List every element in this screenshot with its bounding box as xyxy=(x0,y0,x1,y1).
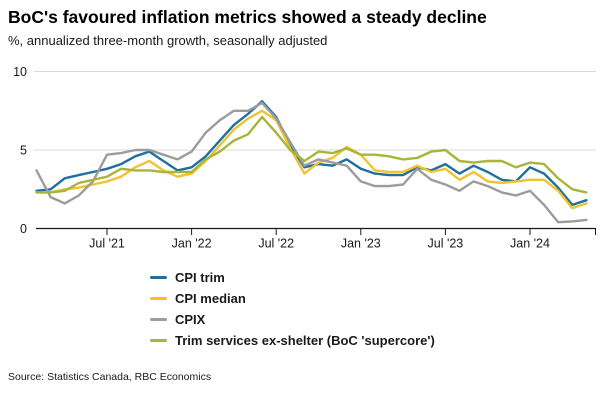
y-axis-labels: 0 5 10 xyxy=(13,65,27,236)
y-tick-label: 5 xyxy=(20,144,27,158)
legend-item-cpi-trim: CPI trim xyxy=(150,267,435,288)
legend-item-cpix: CPIX xyxy=(150,309,435,330)
legend-label-supercore: Trim services ex-shelter (BoC 'supercore… xyxy=(175,333,435,348)
y-tick-label: 10 xyxy=(13,65,27,79)
inflation-line-chart: Jul '21 Jan '22 Jul '22 Jan '23 Jul '23 Jan '… xyxy=(13,65,596,251)
series-line-cpi-trim xyxy=(35,100,588,207)
series-lines xyxy=(35,100,588,224)
chart-legend: CPI trim CPI median CPIX Trim services e… xyxy=(150,267,435,351)
gridlines xyxy=(34,71,596,151)
legend-label-cpi-median: CPI median xyxy=(175,291,246,306)
series-line-cpi-median xyxy=(35,109,588,210)
chart-subtitle: %, annualized three-month growth, season… xyxy=(8,33,328,48)
chart-title: BoC's favoured inflation metrics showed … xyxy=(8,7,487,27)
x-tick-label: Jan '23 xyxy=(341,237,381,251)
legend-item-supercore: Trim services ex-shelter (BoC 'supercore… xyxy=(150,330,435,351)
legend-swatch-cpix xyxy=(150,318,167,321)
x-tick-label: Jul '23 xyxy=(428,237,464,251)
source-note: Source: Statistics Canada, RBC Economics xyxy=(8,371,212,383)
series-line-trim-services-ex-shelter-boc-supercore xyxy=(35,115,588,194)
y-tick-label: 0 xyxy=(20,222,27,236)
legend-item-cpi-median: CPI median xyxy=(150,288,435,309)
legend-label-cpix: CPIX xyxy=(175,312,206,327)
x-axis: Jul '21 Jan '22 Jul '22 Jan '23 Jul '23 Jan '… xyxy=(36,227,596,251)
x-tick-label: Jan '24 xyxy=(510,237,550,251)
legend-swatch-cpi-trim xyxy=(150,276,167,279)
x-tick-label: Jul '22 xyxy=(258,237,294,251)
x-tick-label: Jan '22 xyxy=(172,237,212,251)
legend-label-cpi-trim: CPI trim xyxy=(175,270,225,285)
x-tick-label: Jul '21 xyxy=(89,237,125,251)
legend-swatch-cpi-median xyxy=(150,297,167,300)
legend-swatch-supercore xyxy=(150,339,167,342)
series-line-cpix xyxy=(35,101,588,224)
